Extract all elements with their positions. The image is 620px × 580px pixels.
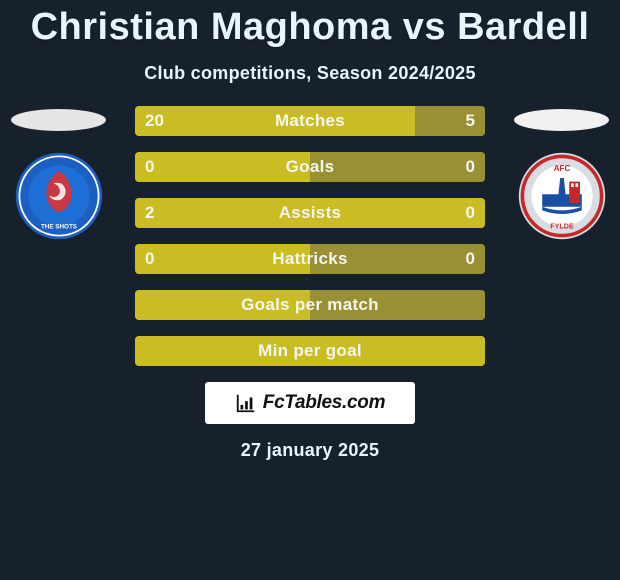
attribution-text: FcTables.com (263, 392, 385, 414)
stat-row: 0 0 Hattricks (135, 244, 485, 274)
afc-fylde-badge-icon: AFC FYLDE (517, 151, 607, 241)
right-player-headshot-placeholder (514, 109, 609, 131)
date-text: 27 january 2025 (0, 440, 620, 461)
stat-label: Min per goal (258, 341, 362, 361)
chart-icon (235, 392, 257, 414)
comparison-content: THE SHOTS AFC FYLDE 205Matches00Goals20A… (0, 106, 620, 366)
stat-label: Matches (275, 111, 345, 131)
stat-right-value: 0 (466, 249, 475, 269)
stat-row: Min per goal (135, 336, 485, 366)
stat-right-value: 0 (466, 157, 475, 177)
stat-left-value: 0 (145, 157, 154, 177)
stat-left-value: 20 (145, 111, 164, 131)
stat-row: 20 5 Matches (135, 106, 485, 136)
stat-label: Hattricks (272, 249, 347, 269)
left-club-badge: THE SHOTS (14, 151, 104, 241)
right-club-badge: AFC FYLDE (517, 151, 607, 241)
svg-text:FYLDE: FYLDE (550, 221, 574, 230)
stat-left-value: 2 (145, 203, 154, 223)
stat-left-value: 0 (145, 249, 154, 269)
stat-row-right-fill (310, 152, 485, 182)
subtitle: Club competitions, Season 2024/2025 (0, 63, 620, 84)
page-title: Christian Maghoma vs Bardell (0, 0, 620, 49)
comparison-bars: 205Matches00Goals20Assists00HattricksGoa… (135, 106, 485, 366)
stat-row-left-fill (135, 152, 310, 182)
stat-row: Goals per match (135, 290, 485, 320)
attribution-box: FcTables.com (205, 382, 415, 424)
svg-text:AFC: AFC (553, 164, 570, 173)
left-player-headshot-placeholder (11, 109, 106, 131)
svg-text:THE SHOTS: THE SHOTS (40, 223, 76, 230)
left-player-column: THE SHOTS (6, 106, 111, 241)
stat-label: Goals (286, 157, 335, 177)
stat-label: Assists (279, 203, 342, 223)
stat-label: Goals per match (241, 295, 379, 315)
right-player-column: AFC FYLDE (509, 106, 614, 241)
stat-right-value: 0 (466, 203, 475, 223)
stat-row: 0 0 Goals (135, 152, 485, 182)
aldershot-badge-icon: THE SHOTS (14, 151, 104, 241)
stat-row: 2 0 Assists (135, 198, 485, 228)
stat-right-value: 5 (466, 111, 475, 131)
